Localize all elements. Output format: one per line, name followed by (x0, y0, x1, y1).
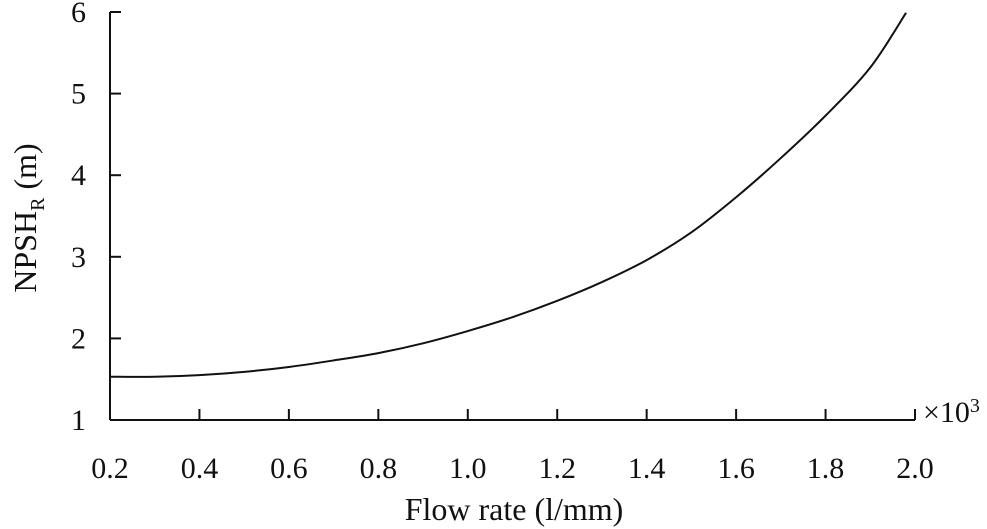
y-tick-label: 5 (71, 78, 86, 111)
y-axis-title-subscript: R (27, 197, 49, 211)
x-multiplier-exponent: 3 (970, 395, 980, 417)
y-tick-label: 4 (71, 159, 86, 192)
x-tick-label: 0.6 (270, 452, 308, 485)
x-tick-label: 0.8 (360, 452, 398, 485)
axes (109, 12, 915, 421)
y-tick-label: 2 (71, 322, 86, 355)
x-tick-label: 1.8 (807, 452, 845, 485)
y-axis-title: NPSHR (m) (7, 143, 49, 292)
x-tick-label: 2.0 (896, 452, 934, 485)
x-tick-label: 1.6 (717, 452, 755, 485)
y-axis-title-main: NPSH (7, 211, 43, 293)
y-ticks: 1 2 3 4 5 6 (71, 0, 121, 437)
npshr-curve (109, 12, 907, 378)
x-tick-label: 0.4 (181, 452, 219, 485)
x-tick-label: 0.2 (91, 452, 129, 485)
x-axis-title: Flow rate (l/mm) (405, 491, 624, 527)
x-multiplier-base: ×10 (923, 396, 970, 429)
y-axis-title-unit: (m) (7, 143, 43, 197)
x-ticks: 0.2 0.4 0.6 0.8 1.0 1.2 1.4 1.6 1.8 2.0 (91, 409, 934, 485)
y-tick-label: 1 (71, 404, 86, 437)
x-axis-multiplier: ×103 (923, 395, 980, 429)
y-tick-label: 6 (71, 0, 86, 29)
x-tick-label: 1.4 (628, 452, 666, 485)
x-tick-label: 1.0 (449, 452, 487, 485)
x-tick-label: 1.2 (538, 452, 576, 485)
series (109, 12, 907, 378)
y-tick-label: 3 (71, 241, 86, 274)
